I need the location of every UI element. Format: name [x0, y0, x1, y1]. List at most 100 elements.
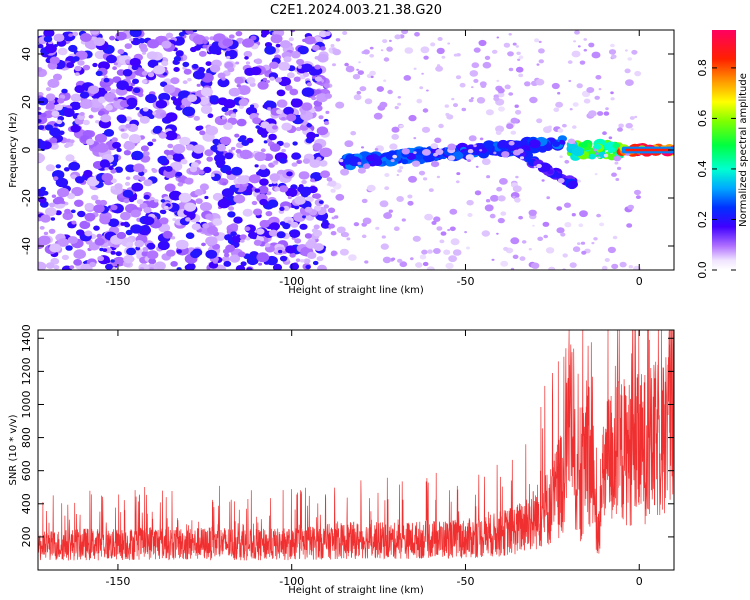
- heatmap-cell: [382, 39, 388, 44]
- heatmap-cell: [76, 229, 85, 236]
- heatmap-cell: [191, 223, 201, 231]
- heatmap-cell: [299, 124, 309, 131]
- heatmap-cell: [202, 223, 210, 229]
- heatmap-cell: [447, 155, 456, 161]
- heatmap-cell: [403, 75, 412, 81]
- heatmap-cell: [481, 158, 491, 166]
- heatmap-cell: [139, 116, 150, 124]
- heatmap-cell: [172, 218, 177, 221]
- heatmap-cell: [228, 34, 235, 39]
- heatmap-cell: [256, 228, 265, 235]
- heatmap-cell: [143, 194, 150, 200]
- heatmap-cell: [304, 35, 316, 45]
- heatmap-cell: [210, 173, 215, 177]
- heatmap-cell: [50, 217, 56, 221]
- heatmap-cell: [386, 46, 393, 52]
- heatmap-cell: [237, 85, 251, 96]
- heatmap-cell: [597, 111, 604, 116]
- heatmap-cell: [307, 140, 312, 144]
- heatmap-cell: [605, 107, 609, 111]
- heatmap-cell: [44, 44, 57, 54]
- heatmap-cell: [54, 104, 63, 111]
- heatmap-cell: [320, 170, 331, 178]
- snr-y-tick-label: 600: [20, 460, 33, 481]
- heatmap-cell: [124, 181, 131, 186]
- heatmap-cell: [204, 149, 214, 157]
- heatmap-cell: [536, 63, 540, 66]
- heatmap-cell: [309, 159, 321, 168]
- heatmap-cell: [146, 250, 159, 260]
- colorbar-label: Normalized spectral amplitude: [738, 73, 749, 227]
- heatmap-cell: [279, 240, 285, 245]
- heatmap-cell: [184, 264, 193, 270]
- heatmap-cell: [519, 256, 526, 261]
- heatmap-cell: [583, 98, 591, 104]
- heatmap-cell: [497, 92, 505, 98]
- heatmap-cell: [431, 220, 437, 225]
- heatmap-cell: [49, 243, 61, 253]
- colorbar-tick-label: 0.6: [696, 110, 709, 128]
- heatmap-cell: [135, 246, 141, 251]
- heatmap-cell: [205, 125, 219, 136]
- heatmap-cell: [235, 265, 246, 270]
- heatmap-cell: [259, 178, 269, 186]
- spectrogram-x-tick-label: -50: [456, 275, 474, 288]
- heatmap-cell: [437, 37, 443, 41]
- heatmap-cell: [209, 95, 219, 103]
- heatmap-cell: [516, 51, 521, 55]
- heatmap-cell: [154, 261, 166, 270]
- heatmap-cell: [235, 30, 243, 37]
- heatmap-cell: [335, 101, 345, 109]
- heatmap-cell: [65, 245, 73, 251]
- heatmap-cell: [94, 237, 105, 246]
- snr-y-tick-label: 1400: [20, 324, 33, 352]
- heatmap-cell: [122, 69, 133, 77]
- heatmap-cell: [440, 231, 447, 236]
- heatmap-cell: [572, 246, 581, 253]
- heatmap-cell: [495, 130, 502, 135]
- heatmap-cell: [369, 46, 374, 50]
- heatmap-cell: [177, 182, 184, 187]
- heatmap-cell: [170, 77, 180, 85]
- heatmap-cell: [618, 123, 624, 128]
- heatmap-cell: [265, 211, 273, 217]
- heatmap-cell: [604, 258, 610, 262]
- heatmap-cell: [40, 112, 47, 118]
- heatmap-cell: [510, 117, 519, 124]
- heatmap-cell: [545, 247, 555, 254]
- heatmap-cell: [373, 112, 383, 120]
- heatmap-cell: [387, 89, 393, 95]
- heatmap-cell: [593, 148, 597, 152]
- heatmap-cell: [583, 38, 587, 41]
- heatmap-cell: [114, 183, 123, 190]
- heatmap-cell: [49, 127, 61, 137]
- heatmap-cell: [626, 223, 633, 228]
- heatmap-cell: [330, 231, 337, 236]
- heatmap-cell: [500, 260, 509, 267]
- heatmap-cell: [507, 51, 514, 57]
- heatmap-cell: [515, 109, 522, 115]
- heatmap-cell: [467, 159, 471, 163]
- heatmap-cell: [185, 232, 195, 239]
- heatmap-cell: [435, 148, 444, 155]
- heatmap-cell: [147, 72, 155, 78]
- heatmap-cell: [468, 98, 474, 103]
- heatmap-cell: [422, 261, 429, 267]
- heatmap-cell: [89, 30, 100, 35]
- heatmap-cell: [67, 193, 76, 200]
- heatmap-cell: [486, 175, 491, 179]
- heatmap-cell: [254, 58, 263, 65]
- heatmap-cell: [389, 143, 398, 150]
- heatmap-cell: [275, 43, 281, 48]
- heatmap-cell: [57, 238, 69, 247]
- heatmap-cell: [536, 163, 542, 169]
- heatmap-cell: [311, 44, 320, 51]
- heatmap-cell: [56, 119, 63, 125]
- heatmap-cell: [68, 161, 81, 171]
- heatmap-cell: [407, 194, 413, 199]
- heatmap-cell: [628, 265, 633, 269]
- heatmap-cell: [528, 209, 537, 216]
- spectrogram-frame: [37, 29, 675, 271]
- heatmap-cell: [269, 61, 279, 69]
- heatmap-cell: [148, 114, 155, 120]
